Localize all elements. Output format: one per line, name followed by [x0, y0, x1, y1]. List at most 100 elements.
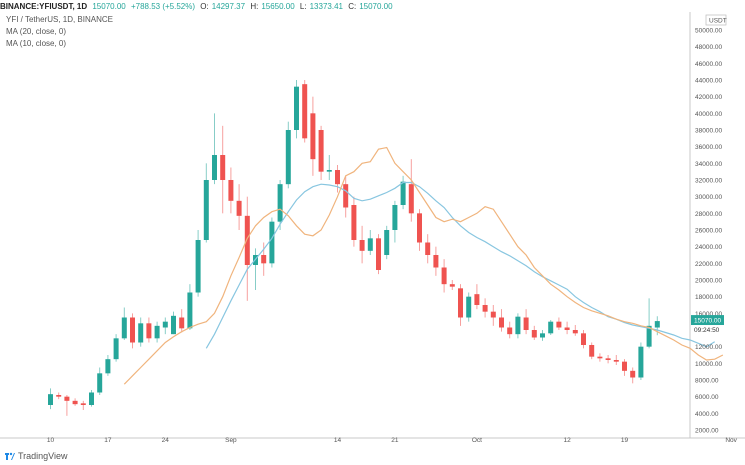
- candle-body: [261, 255, 267, 264]
- candle-body: [228, 180, 234, 201]
- candle-body: [171, 315, 176, 335]
- candle: [310, 96, 316, 176]
- ma10-legend[interactable]: MA (10, close, 0): [6, 39, 67, 48]
- candle-body: [556, 321, 562, 328]
- y-tick-label: 10000.00: [695, 361, 722, 368]
- candle: [581, 330, 586, 349]
- candle-body: [162, 321, 168, 328]
- candle: [531, 325, 537, 340]
- candle: [56, 392, 62, 400]
- candle: [343, 175, 349, 218]
- candle: [515, 313, 521, 339]
- x-tick-label: 14: [334, 437, 342, 444]
- y-tick-label: 34000.00: [695, 161, 722, 168]
- y-tick-label: 36000.00: [695, 144, 722, 151]
- candle: [203, 163, 209, 243]
- candle-body: [408, 184, 414, 214]
- candle: [605, 355, 611, 364]
- candle: [154, 321, 160, 343]
- candle: [48, 388, 53, 410]
- candles: [48, 80, 660, 416]
- candle: [433, 246, 439, 276]
- candle-body: [187, 292, 193, 329]
- candle: [449, 280, 455, 290]
- candle: [228, 167, 234, 214]
- y-tick-label: 50000.00: [695, 28, 722, 35]
- candle-body: [359, 240, 365, 251]
- current-price: 15070.00: [92, 2, 126, 11]
- y-tick-label: 18000.00: [695, 294, 722, 301]
- candle: [351, 196, 357, 247]
- candle: [441, 259, 447, 293]
- candle-body: [589, 345, 595, 357]
- candle: [162, 317, 168, 335]
- candle: [89, 390, 94, 407]
- x-tick-label: 12: [563, 437, 571, 444]
- candle: [466, 292, 472, 322]
- candle-body: [482, 305, 488, 312]
- candle: [277, 180, 283, 230]
- footer: TradingView: [5, 451, 68, 461]
- candle-body: [540, 333, 545, 338]
- high-value: 15650.00: [261, 2, 295, 11]
- candle-body: [458, 288, 463, 318]
- candle: [400, 175, 406, 210]
- candle: [474, 284, 480, 310]
- y-tick-label: 2000.00: [695, 428, 719, 435]
- candle-body: [515, 316, 521, 335]
- candle: [597, 353, 603, 362]
- candle-body: [220, 155, 226, 180]
- ma20-legend[interactable]: MA (20, close, 0): [6, 27, 67, 36]
- candle-body: [605, 358, 611, 360]
- candle: [244, 196, 250, 301]
- candle-body: [244, 215, 250, 265]
- candle-body: [343, 184, 349, 208]
- y-tick-label: 16000.00: [695, 311, 722, 318]
- candle: [195, 230, 201, 297]
- candle-body: [613, 360, 619, 362]
- high-label: H:: [250, 2, 259, 11]
- candle: [97, 367, 103, 395]
- candle: [646, 298, 652, 349]
- instrument-legend[interactable]: YFI / TetherUS, 1D, BINANCE: [6, 15, 113, 24]
- x-tick-label: 24: [162, 437, 170, 444]
- chart-header: BINANCE:YFIUSDT, 1D 15070.00 +788.53 (+5…: [0, 0, 745, 14]
- candle-body: [490, 311, 496, 318]
- candle-body: [64, 396, 70, 401]
- candle: [359, 225, 365, 264]
- candle-body: [285, 130, 291, 185]
- candle-body: [400, 181, 406, 205]
- candle-body: [581, 333, 586, 345]
- close-value: 15070.00: [359, 2, 393, 11]
- x-tick-label: 19: [621, 437, 629, 444]
- candle-body: [335, 170, 340, 185]
- candle: [318, 125, 324, 180]
- candle-body: [531, 330, 537, 338]
- open-value: 14297.37: [211, 2, 246, 11]
- price-change: +788.53 (+5.52%): [130, 2, 196, 11]
- candle-body: [302, 84, 308, 139]
- candle: [253, 248, 258, 290]
- candle: [220, 125, 226, 214]
- candle: [638, 342, 644, 380]
- candle-body: [146, 323, 152, 339]
- candle-body: [449, 284, 455, 287]
- candle-body: [376, 238, 381, 270]
- candle-body: [507, 327, 513, 335]
- ma20-line: [205, 181, 716, 349]
- candle: [269, 217, 275, 268]
- close-label: C:: [348, 2, 357, 11]
- candle-body: [523, 317, 529, 330]
- candle-body: [236, 200, 242, 216]
- candle-body: [433, 255, 439, 268]
- candle: [326, 155, 332, 180]
- candle-body: [212, 155, 217, 180]
- brand-label[interactable]: TradingView: [18, 451, 68, 461]
- candle-body: [48, 394, 53, 405]
- candle: [556, 317, 562, 330]
- candle: [302, 80, 308, 143]
- candle-body: [121, 317, 127, 339]
- candle-body: [466, 296, 472, 318]
- candle-body: [130, 317, 135, 343]
